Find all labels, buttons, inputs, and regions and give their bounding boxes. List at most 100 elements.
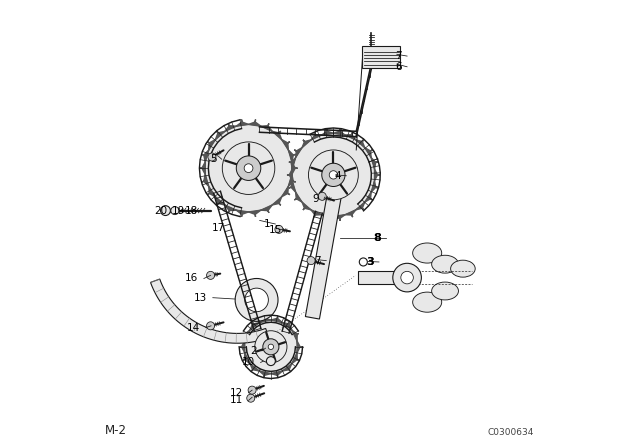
Polygon shape (271, 317, 282, 323)
Text: 6: 6 (395, 62, 402, 72)
Polygon shape (302, 140, 311, 148)
Ellipse shape (451, 260, 475, 277)
Polygon shape (202, 174, 209, 186)
Circle shape (268, 344, 273, 349)
Text: 8: 8 (373, 233, 381, 243)
Circle shape (208, 153, 216, 161)
Polygon shape (371, 181, 378, 192)
Polygon shape (236, 210, 248, 217)
Circle shape (308, 150, 358, 200)
Ellipse shape (413, 243, 442, 263)
Circle shape (205, 125, 292, 212)
Polygon shape (248, 120, 261, 126)
Polygon shape (333, 129, 345, 135)
Text: 2: 2 (250, 346, 257, 356)
Circle shape (275, 225, 283, 233)
Polygon shape (292, 162, 298, 174)
Text: 11: 11 (230, 396, 243, 405)
Circle shape (292, 134, 375, 216)
Circle shape (244, 320, 298, 374)
Circle shape (244, 288, 268, 312)
Polygon shape (271, 371, 282, 377)
Text: 5: 5 (210, 154, 216, 164)
Circle shape (322, 163, 345, 186)
Polygon shape (200, 162, 205, 174)
Text: 7: 7 (395, 51, 402, 61)
Text: 15: 15 (269, 225, 282, 235)
Polygon shape (292, 330, 299, 341)
Polygon shape (371, 158, 378, 169)
FancyBboxPatch shape (362, 46, 401, 68)
Polygon shape (261, 124, 272, 131)
Polygon shape (225, 205, 236, 213)
Polygon shape (292, 353, 299, 363)
Polygon shape (250, 323, 259, 330)
Text: M-2: M-2 (105, 425, 127, 438)
Circle shape (171, 207, 179, 215)
Circle shape (255, 331, 287, 363)
Ellipse shape (431, 282, 458, 300)
Polygon shape (239, 291, 261, 304)
Polygon shape (225, 124, 236, 131)
Polygon shape (333, 215, 345, 221)
Text: 9: 9 (312, 194, 319, 204)
Text: 4: 4 (334, 171, 341, 181)
Circle shape (359, 258, 367, 266)
Polygon shape (356, 202, 365, 210)
Polygon shape (289, 174, 296, 186)
Circle shape (207, 271, 214, 280)
Text: 17: 17 (212, 224, 225, 233)
Polygon shape (322, 215, 333, 221)
Polygon shape (282, 323, 292, 330)
Circle shape (207, 322, 214, 330)
Text: 20: 20 (154, 207, 167, 216)
Polygon shape (243, 353, 250, 363)
Polygon shape (302, 202, 311, 210)
Circle shape (263, 339, 279, 355)
Text: 7: 7 (314, 256, 321, 266)
Text: 3: 3 (366, 257, 374, 267)
Text: 3: 3 (367, 257, 374, 267)
Polygon shape (311, 133, 322, 140)
Polygon shape (202, 150, 209, 162)
Text: C0300634: C0300634 (487, 428, 534, 438)
Polygon shape (240, 341, 244, 353)
Circle shape (393, 263, 421, 292)
Circle shape (222, 142, 275, 194)
Circle shape (235, 279, 278, 321)
Polygon shape (289, 150, 296, 162)
Polygon shape (322, 129, 333, 135)
Polygon shape (311, 210, 322, 217)
Polygon shape (272, 131, 282, 139)
Polygon shape (150, 279, 269, 343)
Polygon shape (287, 169, 292, 181)
Circle shape (329, 171, 337, 179)
Polygon shape (243, 330, 250, 341)
Polygon shape (365, 148, 372, 158)
Text: 18: 18 (185, 207, 198, 216)
Polygon shape (374, 169, 380, 181)
Polygon shape (259, 317, 271, 323)
Polygon shape (261, 205, 272, 213)
Circle shape (161, 206, 170, 215)
Polygon shape (207, 139, 216, 150)
Polygon shape (294, 148, 302, 158)
Polygon shape (345, 133, 356, 140)
Polygon shape (250, 363, 259, 371)
FancyBboxPatch shape (358, 271, 410, 284)
Text: 19: 19 (172, 207, 185, 216)
Polygon shape (248, 210, 261, 217)
Polygon shape (294, 192, 302, 202)
Circle shape (318, 192, 326, 200)
Text: 14: 14 (187, 323, 200, 332)
Polygon shape (282, 186, 290, 197)
Polygon shape (282, 363, 292, 371)
Text: 10: 10 (242, 358, 255, 367)
Polygon shape (282, 139, 290, 150)
Circle shape (244, 164, 253, 172)
Circle shape (307, 257, 315, 265)
Polygon shape (345, 210, 356, 217)
Polygon shape (259, 371, 271, 377)
Circle shape (401, 271, 413, 284)
Text: 1: 1 (263, 219, 270, 229)
